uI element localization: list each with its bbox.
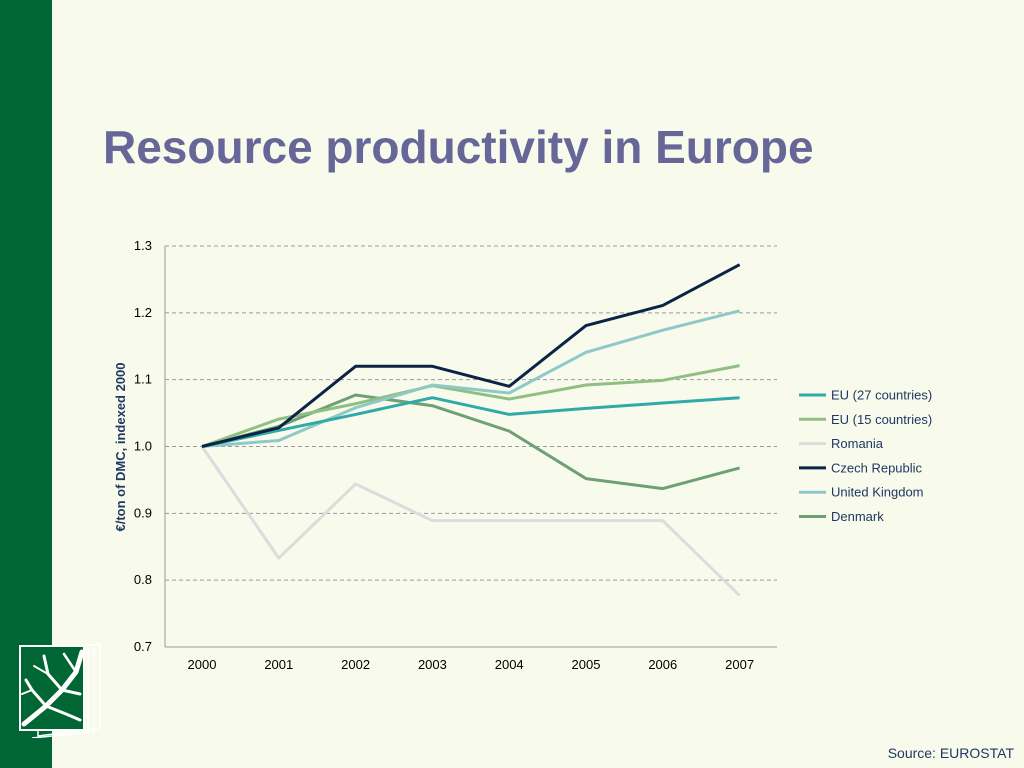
x-tick-label: 2007 <box>725 657 754 672</box>
legend-label: EU (15 countries) <box>831 412 932 427</box>
y-tick-label: 1.0 <box>134 439 152 454</box>
legend-label: Czech Republic <box>831 460 923 475</box>
source-note: Source: EUROSTAT <box>887 745 1014 761</box>
series-line <box>201 396 740 448</box>
x-tick-label: 2001 <box>264 657 293 672</box>
x-tick-label: 2002 <box>341 657 370 672</box>
legend-label: Romania <box>831 436 884 451</box>
y-tick-label: 0.9 <box>134 505 152 520</box>
slide-title: Resource productivity in Europe <box>103 121 814 173</box>
series-line <box>201 309 740 448</box>
series-line <box>201 263 741 448</box>
x-tick-label: 2006 <box>648 657 677 672</box>
legend-label: Denmark <box>831 509 884 524</box>
y-tick-label: 1.1 <box>134 372 152 387</box>
y-tick-label: 0.7 <box>134 639 152 654</box>
legend: EU (27 countries) EU (15 countries) Romani… <box>799 388 932 524</box>
series-line <box>200 445 741 597</box>
series-layer <box>200 263 741 597</box>
x-tick-label: 2000 <box>188 657 217 672</box>
legend-label: EU (27 countries) <box>831 388 932 403</box>
y-tick-label: 0.8 <box>134 572 152 587</box>
y-tick-labels: 0.7 0.8 0.9 1.0 1.1 1.2 1.3 <box>134 238 152 654</box>
grid-layer <box>165 245 777 581</box>
side-bar <box>0 0 52 768</box>
x-tick-label: 2004 <box>495 657 524 672</box>
x-tick-label: 2003 <box>418 657 447 672</box>
y-tick-label: 1.2 <box>134 305 152 320</box>
y-tick-label: 1.3 <box>134 238 152 253</box>
x-tick-label: 2005 <box>572 657 601 672</box>
series-line <box>201 393 740 491</box>
tree-book-icon <box>19 643 101 738</box>
legend-label: United Kingdom <box>831 485 924 500</box>
x-tick-labels: 2000 2001 2002 2003 2004 2005 2006 2007 <box>188 657 755 672</box>
y-axis-label: €/ton of DMC, indexed 2000 <box>113 362 128 531</box>
